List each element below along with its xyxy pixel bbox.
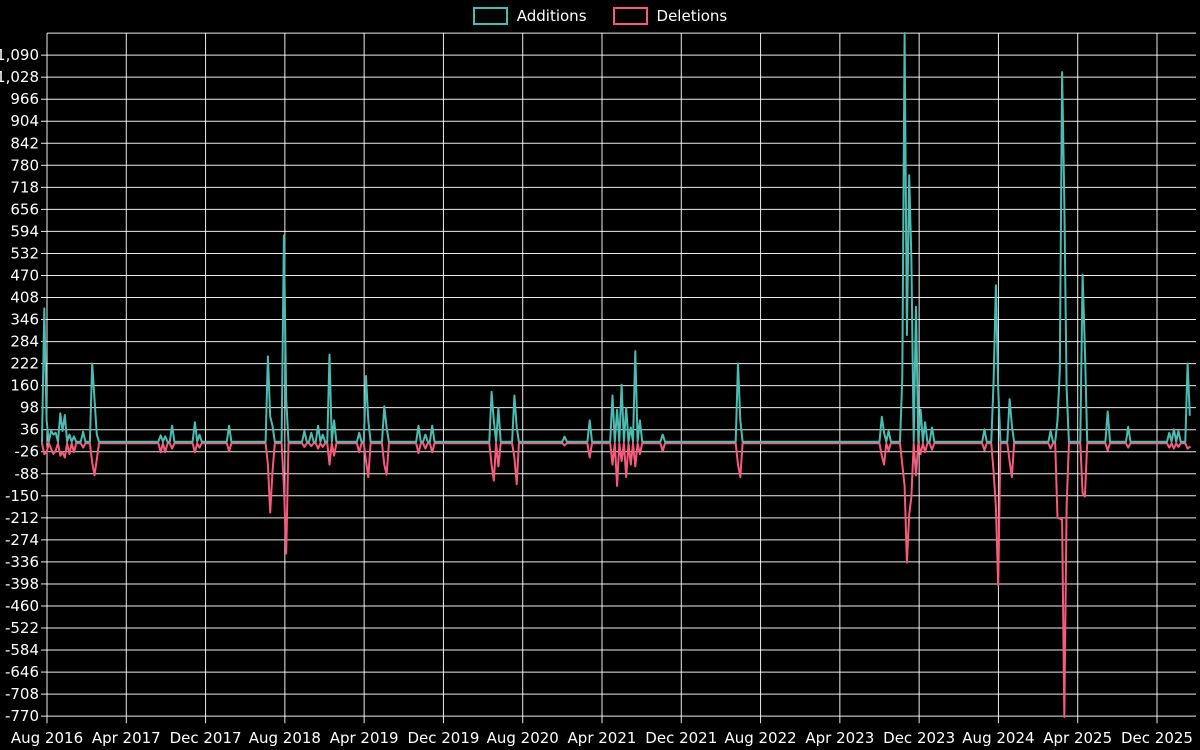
x-axis-tick-label: Dec 2025 (1121, 729, 1193, 747)
y-axis-tick-label: -88 (15, 465, 40, 483)
x-axis-tick-label: Aug 2018 (249, 729, 321, 747)
y-axis-tick-label: -460 (5, 597, 39, 615)
x-axis-tick-label: Dec 2023 (883, 729, 955, 747)
x-axis-tick-label: Aug 2016 (11, 729, 83, 747)
y-axis-tick-label: -646 (5, 663, 39, 681)
y-axis-tick-label: 408 (10, 289, 39, 307)
x-axis-tick-label: Aug 2022 (724, 729, 796, 747)
y-axis-tick-label: -26 (15, 443, 40, 461)
x-axis-tick-label: Apr 2021 (568, 729, 637, 747)
deletions-series-line[interactable] (41, 442, 1191, 718)
y-axis-tick-label: 470 (10, 266, 39, 284)
x-axis-tick-label: Aug 2020 (487, 729, 559, 747)
y-axis-tick-label: 656 (10, 200, 39, 218)
y-axis-tick-label: -212 (5, 509, 39, 527)
y-axis-tick-label: -770 (5, 707, 39, 725)
y-axis-tick-label: -336 (5, 553, 39, 571)
y-axis-tick-label: 98 (20, 399, 39, 417)
y-axis-tick-label: 842 (10, 134, 39, 152)
legend-label-additions: Additions (516, 6, 587, 25)
y-axis-tick-label: 780 (10, 156, 39, 174)
x-axis-tick-label: Aug 2024 (962, 729, 1034, 747)
y-axis-tick-label: 160 (10, 377, 39, 395)
legend-label-deletions: Deletions (656, 6, 728, 25)
x-axis-tick-label: Apr 2017 (92, 729, 161, 747)
y-axis-tick-label: 36 (20, 421, 39, 439)
x-axis-tick-label: Dec 2021 (645, 729, 717, 747)
x-axis-tick-label: Dec 2017 (170, 729, 242, 747)
legend-item-deletions[interactable]: Deletions (612, 6, 728, 25)
y-axis-tick-label: 284 (10, 333, 39, 351)
y-axis-tick-label: 1,090 (0, 46, 39, 64)
y-axis-tick-label: 718 (10, 178, 39, 196)
axis-labels: 1,090 1,028 966 904 842 780 718 656 594 532 470 408… (0, 46, 1193, 747)
y-axis-tick-label: 222 (10, 355, 39, 373)
y-axis-tick-label: -398 (5, 575, 39, 593)
y-axis-tick-label: -584 (5, 641, 39, 659)
legend-item-additions[interactable]: Additions (472, 6, 587, 25)
x-axis-tick-label: Dec 2019 (407, 729, 479, 747)
chart-legend: Additions Deletions (0, 7, 1200, 25)
deletions-swatch-icon (612, 7, 648, 25)
y-axis-tick-label: 1,028 (0, 68, 39, 86)
additions-series-line[interactable] (41, 32, 1191, 443)
y-axis-tick-label: 532 (10, 244, 39, 262)
y-axis-tick-label: 594 (10, 222, 39, 240)
y-axis-tick-label: -274 (5, 531, 39, 549)
y-axis-tick-label: 966 (10, 90, 39, 108)
grid-lines (41, 32, 1196, 724)
y-axis-tick-label: -708 (5, 685, 39, 703)
y-axis-tick-label: -150 (5, 487, 39, 505)
y-axis-tick-label: 346 (10, 311, 39, 329)
x-axis-tick-label: Apr 2025 (1043, 729, 1112, 747)
y-axis-tick-label: 904 (10, 112, 39, 130)
x-axis-tick-label: Apr 2019 (330, 729, 399, 747)
x-axis-tick-label: Apr 2023 (805, 729, 874, 747)
additions-swatch-icon (472, 7, 508, 25)
y-axis-tick-label: -522 (5, 619, 39, 637)
